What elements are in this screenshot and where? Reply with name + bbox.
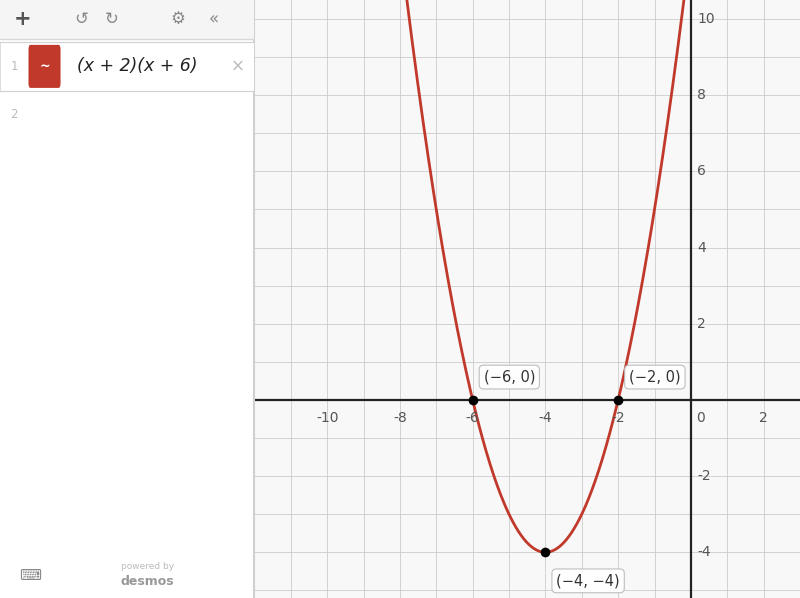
Text: 4: 4	[698, 240, 706, 255]
Text: desmos: desmos	[121, 575, 174, 588]
Text: 1: 1	[10, 60, 18, 73]
Text: 2: 2	[759, 411, 768, 425]
Text: ~: ~	[39, 60, 50, 73]
Text: -2: -2	[698, 469, 711, 483]
Text: (−2, 0): (−2, 0)	[629, 370, 681, 385]
Text: ↺: ↺	[74, 10, 88, 29]
Text: -6: -6	[466, 411, 479, 425]
Text: (−4, −4): (−4, −4)	[556, 573, 620, 588]
Text: 2: 2	[698, 317, 706, 331]
Text: -4: -4	[698, 545, 711, 559]
Text: «: «	[209, 10, 218, 29]
Text: 8: 8	[698, 89, 706, 102]
Text: ↻: ↻	[105, 10, 119, 29]
Text: -4: -4	[538, 411, 552, 425]
Text: ×: ×	[231, 57, 245, 75]
FancyBboxPatch shape	[0, 0, 254, 39]
Text: -2: -2	[611, 411, 625, 425]
Text: (−6, 0): (−6, 0)	[483, 370, 535, 385]
Text: ⌨: ⌨	[19, 568, 42, 583]
Text: 10: 10	[698, 12, 715, 26]
Text: powered by: powered by	[121, 562, 174, 572]
Text: (x + 2)(x + 6): (x + 2)(x + 6)	[77, 57, 198, 75]
FancyBboxPatch shape	[29, 45, 61, 88]
Text: 0: 0	[696, 411, 705, 425]
FancyBboxPatch shape	[0, 42, 254, 91]
Text: ⚙: ⚙	[170, 10, 186, 29]
Text: +: +	[14, 10, 32, 29]
Text: 6: 6	[698, 164, 706, 178]
Text: -8: -8	[393, 411, 406, 425]
Text: 2: 2	[10, 108, 18, 121]
Text: -10: -10	[316, 411, 338, 425]
